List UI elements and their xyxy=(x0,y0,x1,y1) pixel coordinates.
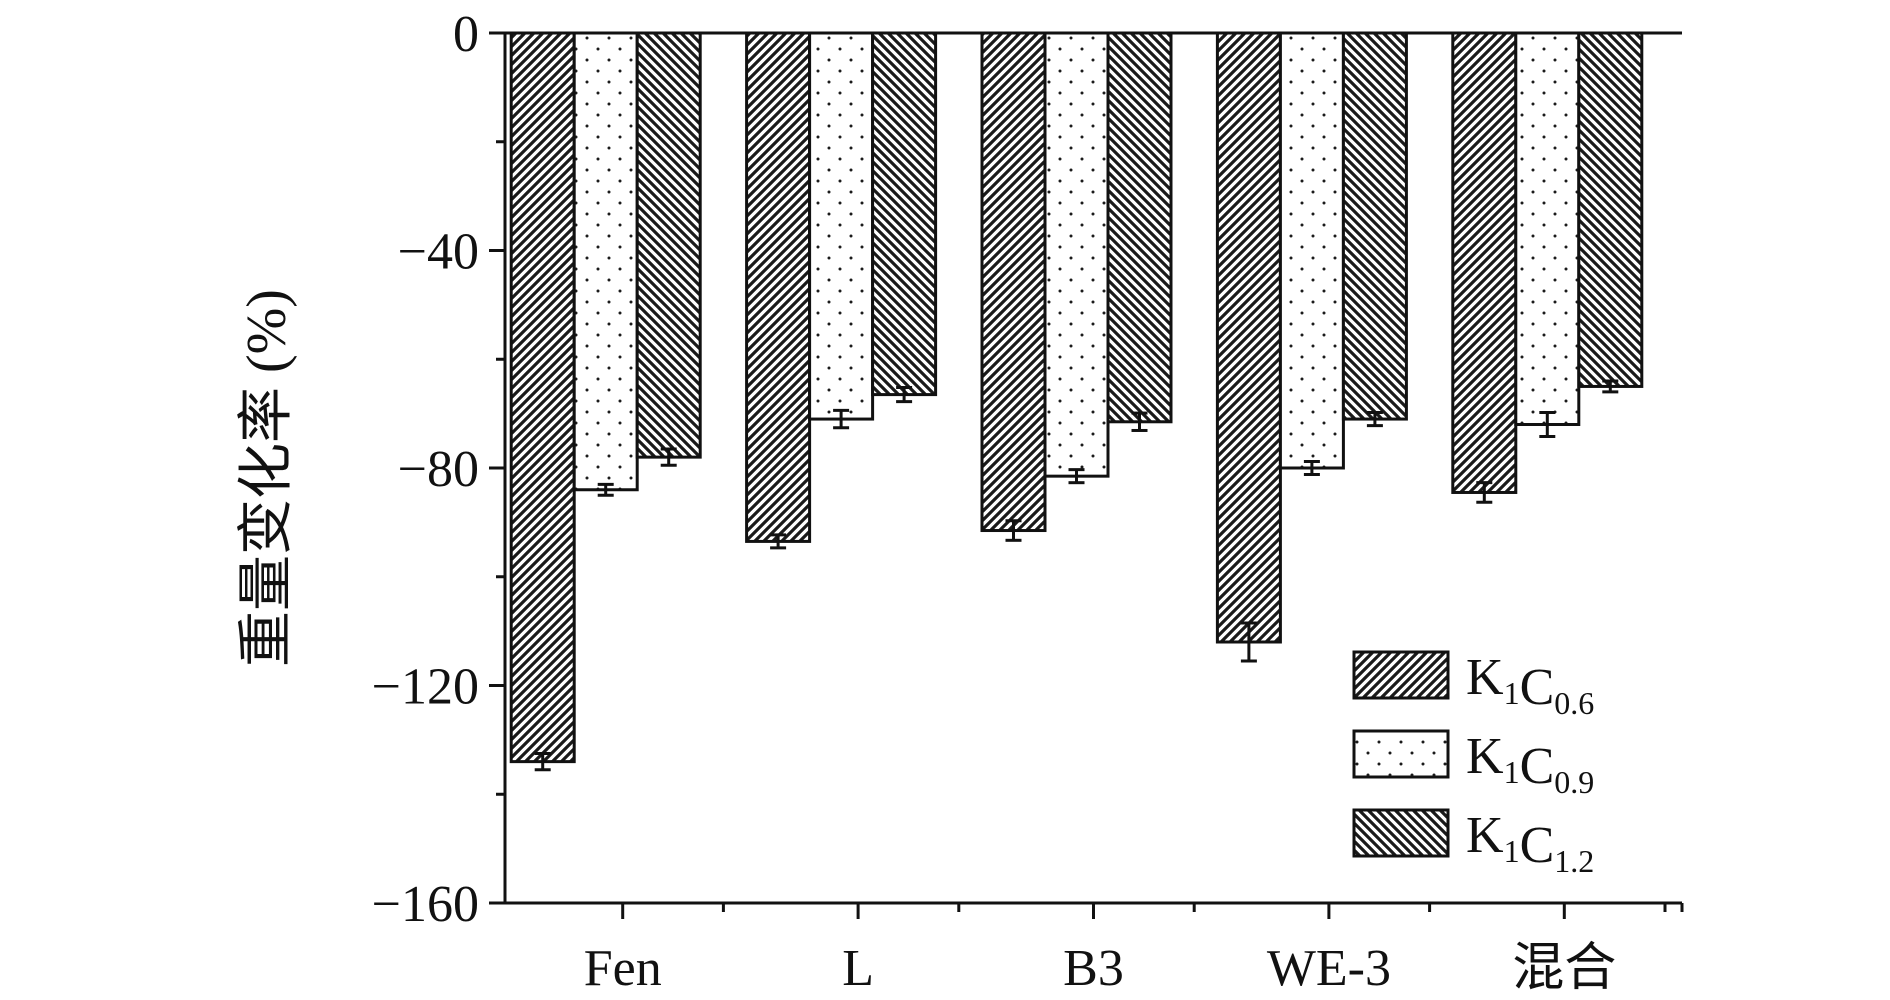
legend-item: K1C0.9 xyxy=(1352,728,1594,800)
error-bar xyxy=(660,447,677,467)
bar xyxy=(635,31,702,459)
error-bar xyxy=(1240,621,1257,663)
legend-label: K1C1.2 xyxy=(1466,807,1594,879)
x-tick-label: B3 xyxy=(1063,940,1124,997)
legend-swatch xyxy=(1352,729,1450,779)
bar xyxy=(572,31,639,492)
x-tick-label: Fen xyxy=(584,940,662,997)
bar xyxy=(1577,31,1644,388)
error-bar xyxy=(1005,519,1022,542)
error-bar xyxy=(1303,459,1320,477)
bar xyxy=(808,31,875,421)
error-bar xyxy=(896,386,913,404)
error-bar xyxy=(1602,379,1619,394)
error-bar xyxy=(1068,468,1085,485)
error-bar xyxy=(1476,481,1493,504)
error-bar xyxy=(1366,411,1383,428)
bar xyxy=(1341,31,1408,421)
error-bar xyxy=(597,482,614,497)
legend-swatch xyxy=(1352,808,1450,858)
bar xyxy=(509,31,576,764)
error-bar xyxy=(534,751,551,772)
bar xyxy=(1451,31,1518,494)
y-tick-label: 0 xyxy=(453,6,479,63)
error-bar xyxy=(833,408,850,430)
legend-swatch xyxy=(1352,650,1450,700)
y-tick-label: −40 xyxy=(398,224,479,281)
x-tick-label: L xyxy=(842,940,874,997)
y-axis-title: 重量变化率 (%) xyxy=(236,289,298,667)
bar xyxy=(1278,31,1345,470)
error-bar xyxy=(1539,411,1556,438)
bar xyxy=(1106,31,1173,424)
bar xyxy=(980,31,1047,533)
ticks-layer: 0 −40 −80 −120 −160 Fen L B3 WE-3 混合 xyxy=(372,6,1684,997)
error-bar xyxy=(1131,411,1148,432)
error-bar xyxy=(770,533,787,550)
bar xyxy=(1215,31,1282,644)
error-bars-layer xyxy=(534,379,1619,772)
bar xyxy=(871,31,938,397)
bar xyxy=(745,31,812,543)
bar xyxy=(1043,31,1110,478)
legend-item: K1C0.6 xyxy=(1352,649,1594,721)
x-tick-label: 混合 xyxy=(1512,940,1616,997)
bar xyxy=(1514,31,1581,426)
legend-item: K1C1.2 xyxy=(1352,807,1594,879)
legend-label: K1C0.6 xyxy=(1466,649,1594,721)
x-tick-label: WE-3 xyxy=(1267,940,1391,997)
y-tick-label: −160 xyxy=(372,876,479,933)
y-tick-label: −80 xyxy=(398,441,479,498)
legend-label: K1C0.9 xyxy=(1466,728,1594,800)
y-tick-label: −120 xyxy=(372,659,479,716)
